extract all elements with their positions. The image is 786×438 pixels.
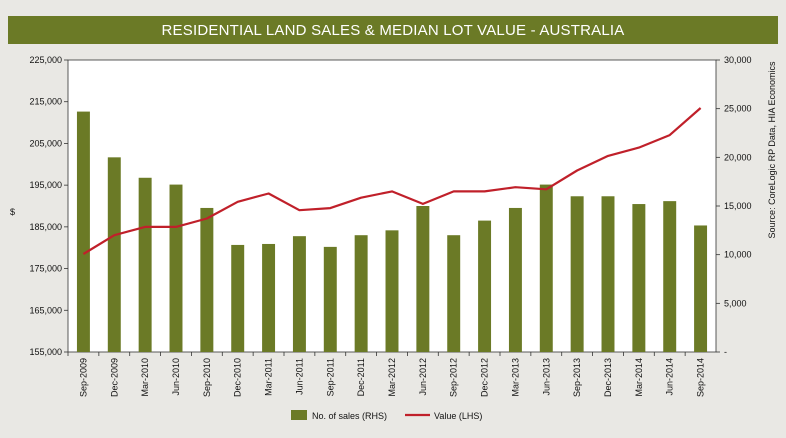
left-axis: 155,000 165,000 175,000 185,000 195,000 205,0… [29, 55, 68, 357]
sales-bar [508, 207, 522, 352]
x-tick-label: Sep-2013 [572, 358, 582, 397]
sales-bar [632, 204, 646, 352]
right-tick-label: - [724, 347, 727, 357]
x-tick-label: Mar-2010 [140, 358, 150, 397]
sales-bar [447, 235, 461, 352]
x-tick-label: Jun-2012 [418, 358, 428, 396]
x-tick-label: Jun-2013 [541, 358, 551, 396]
sales-bar [601, 196, 615, 352]
source-note: Source: CoreLogic RP Data, HIA Economics [767, 61, 777, 238]
x-tick-label: Dec-2010 [233, 358, 243, 397]
x-tick-label: Dec-2012 [480, 358, 490, 397]
x-tick-label: Mar-2014 [634, 358, 644, 397]
x-tick-label: Jun-2010 [171, 358, 181, 396]
left-tick-label: 195,000 [29, 180, 62, 190]
x-tick-label: Dec-2009 [109, 358, 119, 397]
x-axis: Sep-2009 Dec-2009 Mar-2010 Jun-2010 Sep-2010… [67, 352, 706, 397]
sales-bar [107, 157, 121, 352]
x-tick-label: Mar-2012 [387, 358, 397, 397]
sales-bar [323, 246, 337, 352]
legend-label: Value (LHS) [434, 411, 482, 421]
sales-bar [694, 225, 708, 352]
x-tick-label: Jun-2014 [665, 358, 675, 396]
sales-bar [200, 207, 214, 352]
sales-bar [539, 184, 553, 352]
value-line [82, 107, 702, 255]
right-tick-label: 30,000 [724, 55, 752, 65]
x-tick-label: Mar-2013 [510, 358, 520, 397]
right-axis: - 5,000 10,000 15,000 20,000 25,000 30,000 [716, 55, 752, 357]
sales-bar [169, 184, 183, 352]
legend: No. of sales (RHS) Value (LHS) [291, 410, 482, 421]
x-tick-label: Sep-2009 [78, 358, 88, 397]
left-tick-label: 225,000 [29, 55, 62, 65]
x-tick-label: Sep-2012 [449, 358, 459, 397]
right-tick-label: 10,000 [724, 250, 752, 260]
x-tick-label: Dec-2011 [356, 358, 366, 396]
legend-bar-swatch [291, 410, 307, 420]
x-tick-label: Dec-2013 [603, 358, 613, 397]
x-tick-label: Sep-2011 [325, 358, 335, 396]
sales-bar [138, 177, 152, 352]
sales-bar [663, 201, 677, 352]
chart-title: RESIDENTIAL LAND SALES & MEDIAN LOT VALU… [8, 16, 778, 44]
right-tick-label: 25,000 [724, 104, 752, 114]
sales-bar [570, 196, 584, 352]
left-tick-label: 185,000 [29, 222, 62, 232]
right-tick-label: 5,000 [724, 298, 747, 308]
x-tick-label: Jun-2011 [294, 358, 304, 395]
sales-bar [262, 243, 276, 352]
sales-bar [354, 235, 368, 352]
sales-bar [231, 244, 245, 352]
sales-bar [292, 236, 306, 352]
left-tick-label: 205,000 [29, 138, 62, 148]
left-axis-label: $ [10, 207, 15, 217]
left-tick-label: 175,000 [29, 264, 62, 274]
value-line-group [82, 107, 702, 255]
x-tick-label: Sep-2014 [696, 358, 706, 397]
x-tick-label: Mar-2011 [264, 358, 274, 396]
x-tick-label: Sep-2010 [202, 358, 212, 397]
left-tick-label: 165,000 [29, 305, 62, 315]
left-tick-label: 155,000 [29, 347, 62, 357]
sales-bar [478, 220, 492, 352]
sales-bar [416, 206, 430, 352]
sales-bar [76, 111, 90, 352]
sales-bars [76, 111, 708, 352]
left-tick-label: 215,000 [29, 97, 62, 107]
sales-bar [385, 230, 399, 352]
legend-label: No. of sales (RHS) [312, 411, 387, 421]
right-tick-label: 15,000 [724, 201, 752, 211]
right-tick-label: 20,000 [724, 152, 752, 162]
